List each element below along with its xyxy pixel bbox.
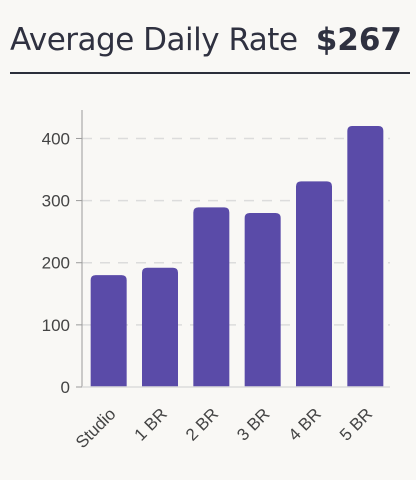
bar-1-br: [142, 267, 178, 387]
y-tick-label: 300: [42, 192, 70, 211]
x-tick-label: Studio: [72, 404, 120, 452]
grid-lines: [82, 137, 390, 326]
axes: [76, 110, 390, 388]
bars: [90, 126, 384, 387]
x-tick-label: 3 BR: [233, 404, 273, 444]
x-tick-label: 2 BR: [182, 404, 222, 444]
chart-header: Average Daily Rate $267: [10, 18, 410, 74]
x-tick-label: 5 BR: [336, 404, 376, 444]
bar-studio: [90, 275, 127, 387]
y-tick-label: 100: [42, 316, 70, 335]
y-tick-label: 0: [61, 378, 70, 397]
bar-4-br: [296, 181, 332, 387]
x-tick-label: 4 BR: [285, 404, 325, 444]
bar-3-br: [244, 213, 281, 387]
y-tick-label: 200: [42, 254, 70, 273]
x-tick-label: 1 BR: [131, 404, 171, 444]
bar-2-br: [193, 207, 230, 387]
bar-5-br: [347, 126, 384, 387]
average-daily-rate-value: $267: [315, 22, 402, 58]
y-tick-label: 400: [42, 129, 70, 148]
chart-title: Average Daily Rate: [10, 22, 298, 58]
